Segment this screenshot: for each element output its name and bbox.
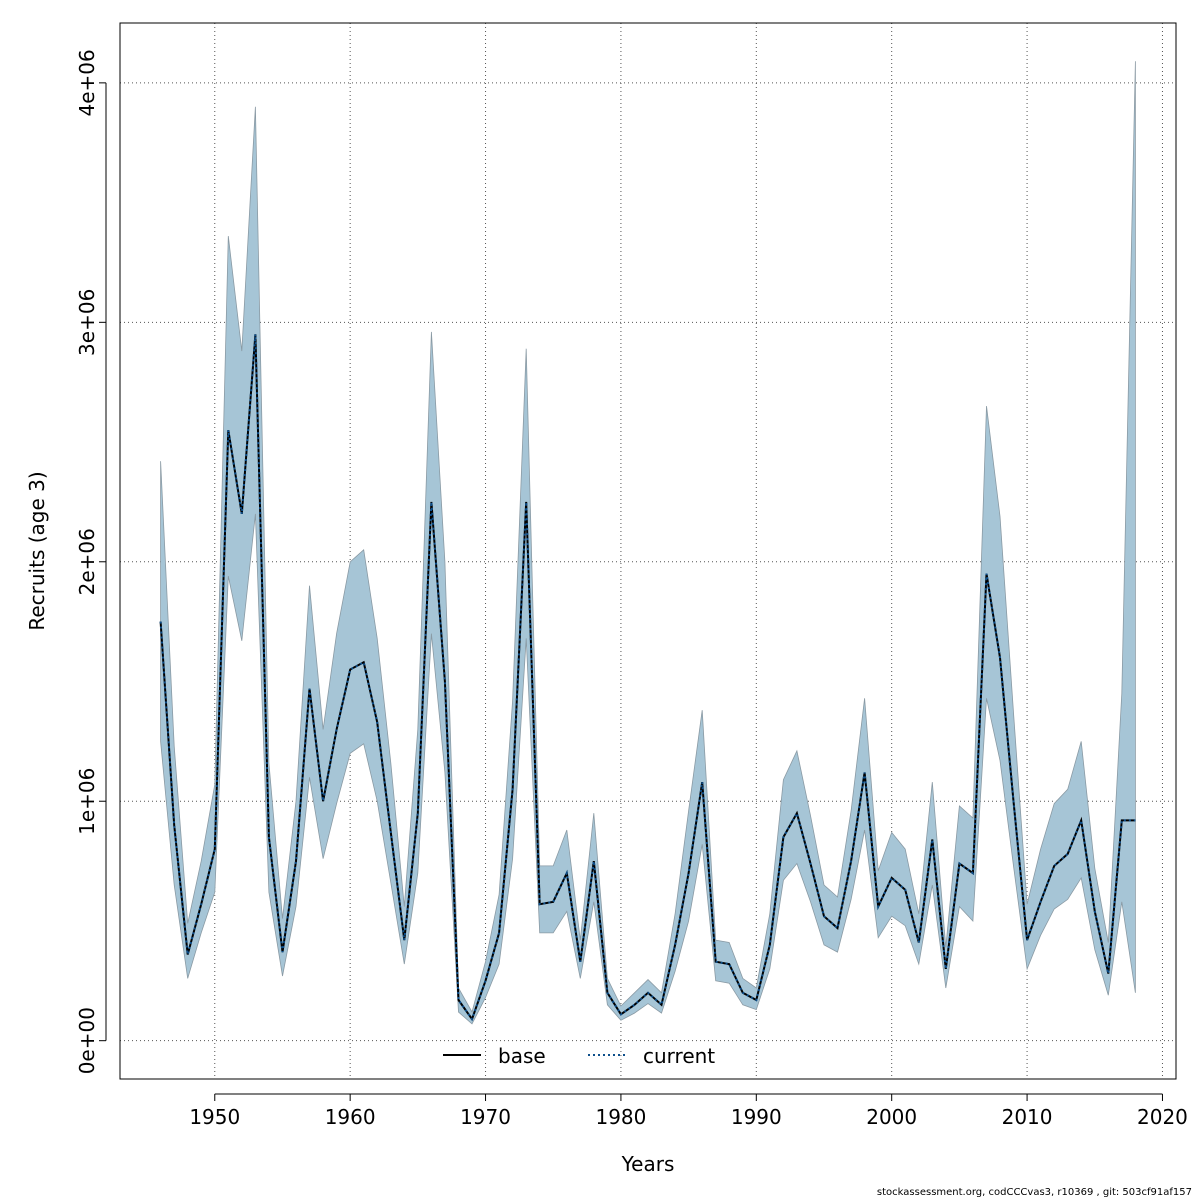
grid-lines <box>120 23 1176 1079</box>
x-axis: 1950 1960 1970 1980 1990 2000 2010 2020 <box>189 1093 1188 1129</box>
x-axis-label: Years <box>621 1152 675 1176</box>
y-tick-label: 4e+06 <box>75 49 99 116</box>
y-tick-label: 0e+00 <box>75 1007 99 1074</box>
legend-label-current: current <box>643 1044 715 1068</box>
series-line-current <box>159 334 1136 1022</box>
legend-label-base: base <box>498 1044 546 1068</box>
legend: base current <box>443 1044 715 1068</box>
y-tick-label: 2e+06 <box>75 528 99 595</box>
y-axis-label: Recruits (age 3) <box>25 471 49 630</box>
x-tick-label: 2020 <box>1137 1105 1188 1129</box>
y-tick-label: 3e+06 <box>75 289 99 356</box>
x-tick-label: 1960 <box>325 1105 376 1129</box>
footer-credit: stockassessment.org, codCCCvas3, r10369 … <box>876 1187 1192 1198</box>
x-tick-label: 1990 <box>731 1105 782 1129</box>
x-tick-label: 1980 <box>595 1105 646 1129</box>
x-tick-label: 1970 <box>460 1105 511 1129</box>
x-tick-label: 1950 <box>189 1105 240 1129</box>
confidence-band <box>160 61 1136 1025</box>
y-axis: 0e+00 1e+06 2e+06 3e+06 4e+06 <box>75 49 107 1074</box>
y-tick-label: 1e+06 <box>75 768 99 835</box>
plot-frame <box>119 22 1177 1080</box>
x-tick-label: 2000 <box>866 1105 917 1129</box>
x-tick-label: 2010 <box>1002 1105 1053 1129</box>
